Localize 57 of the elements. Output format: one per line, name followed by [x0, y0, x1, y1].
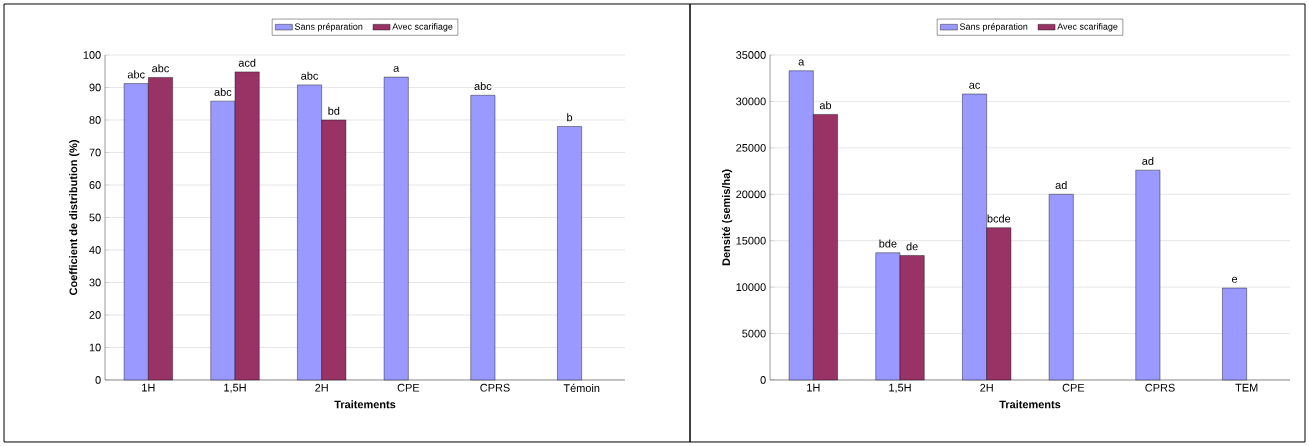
x-tick-label: Témoin	[563, 383, 600, 393]
data-label: ad	[1055, 181, 1067, 190]
x-tick-label: TEM	[1235, 383, 1258, 392]
y-tick-label: 90	[89, 83, 101, 92]
y-tick-label: 30	[89, 278, 101, 287]
data-label: abc	[301, 71, 319, 80]
x-tick-label: 1H	[807, 383, 820, 392]
data-label: de	[906, 242, 918, 251]
data-label: a	[798, 59, 805, 66]
y-tick-label: 5000	[742, 329, 766, 338]
x-axis-title: Traitements	[334, 400, 396, 409]
y-tick-label: 20	[89, 311, 101, 319]
x-tick-label: CPRS	[480, 383, 510, 392]
x-axis-title: Traitements	[999, 400, 1061, 409]
y-tick-label: 70	[89, 148, 101, 157]
data-label: ac	[969, 82, 981, 89]
y-tick-label: 40	[89, 246, 101, 254]
x-tick-label: CPE	[397, 383, 420, 392]
y-tick-label: 30000	[736, 97, 766, 106]
y-tick-label: 10	[89, 343, 101, 352]
legend-label: Avec scarifiage	[392, 23, 453, 32]
x-tick-label: 1,5H	[224, 383, 246, 393]
y-tick-label: 0	[95, 376, 101, 384]
x-tick-label: 1H	[142, 383, 155, 392]
x-tick-label: CPRS	[1145, 383, 1175, 392]
data-label: a	[393, 65, 400, 72]
y-tick-label: 100	[83, 51, 101, 59]
data-label: abc	[127, 70, 145, 79]
data-label: acd	[238, 58, 256, 67]
data-label: bcde	[987, 214, 1011, 223]
data-label: b	[567, 113, 573, 122]
y-tick-label: 0	[760, 376, 766, 384]
y-axis-title: Densité (semis/ha)	[721, 169, 733, 266]
y-tick-label: 25000	[736, 143, 766, 152]
legend-label: Sans préparation	[959, 23, 1028, 32]
data-label: ad	[1142, 156, 1154, 165]
x-tick-label: CPE	[1062, 383, 1085, 392]
data-label: bde	[879, 239, 897, 248]
y-tick-label: 20000	[736, 190, 766, 199]
y-tick-label: 15000	[736, 236, 766, 245]
x-tick-label: 2H	[980, 383, 993, 392]
x-tick-label: 2H	[315, 383, 328, 392]
y-tick-label: 60	[89, 181, 101, 189]
data-label: bd	[328, 106, 340, 115]
y-tick-label: 50	[89, 213, 101, 222]
legend-label: Sans préparation	[294, 23, 363, 32]
x-tick-label: 1,5H	[889, 383, 911, 393]
data-label: ab	[819, 101, 832, 110]
y-tick-label: 80	[89, 116, 101, 124]
legend-label: Avec scarifiage	[1057, 23, 1118, 32]
y-axis-title: Coefficient de distribution (%)	[69, 140, 80, 295]
data-label: abc	[152, 64, 170, 73]
y-tick-label: 35000	[736, 51, 766, 59]
y-tick-label: 10000	[736, 283, 766, 292]
data-label: abc	[214, 87, 232, 96]
data-label: e	[1231, 276, 1238, 283]
data-label: abc	[474, 82, 492, 91]
